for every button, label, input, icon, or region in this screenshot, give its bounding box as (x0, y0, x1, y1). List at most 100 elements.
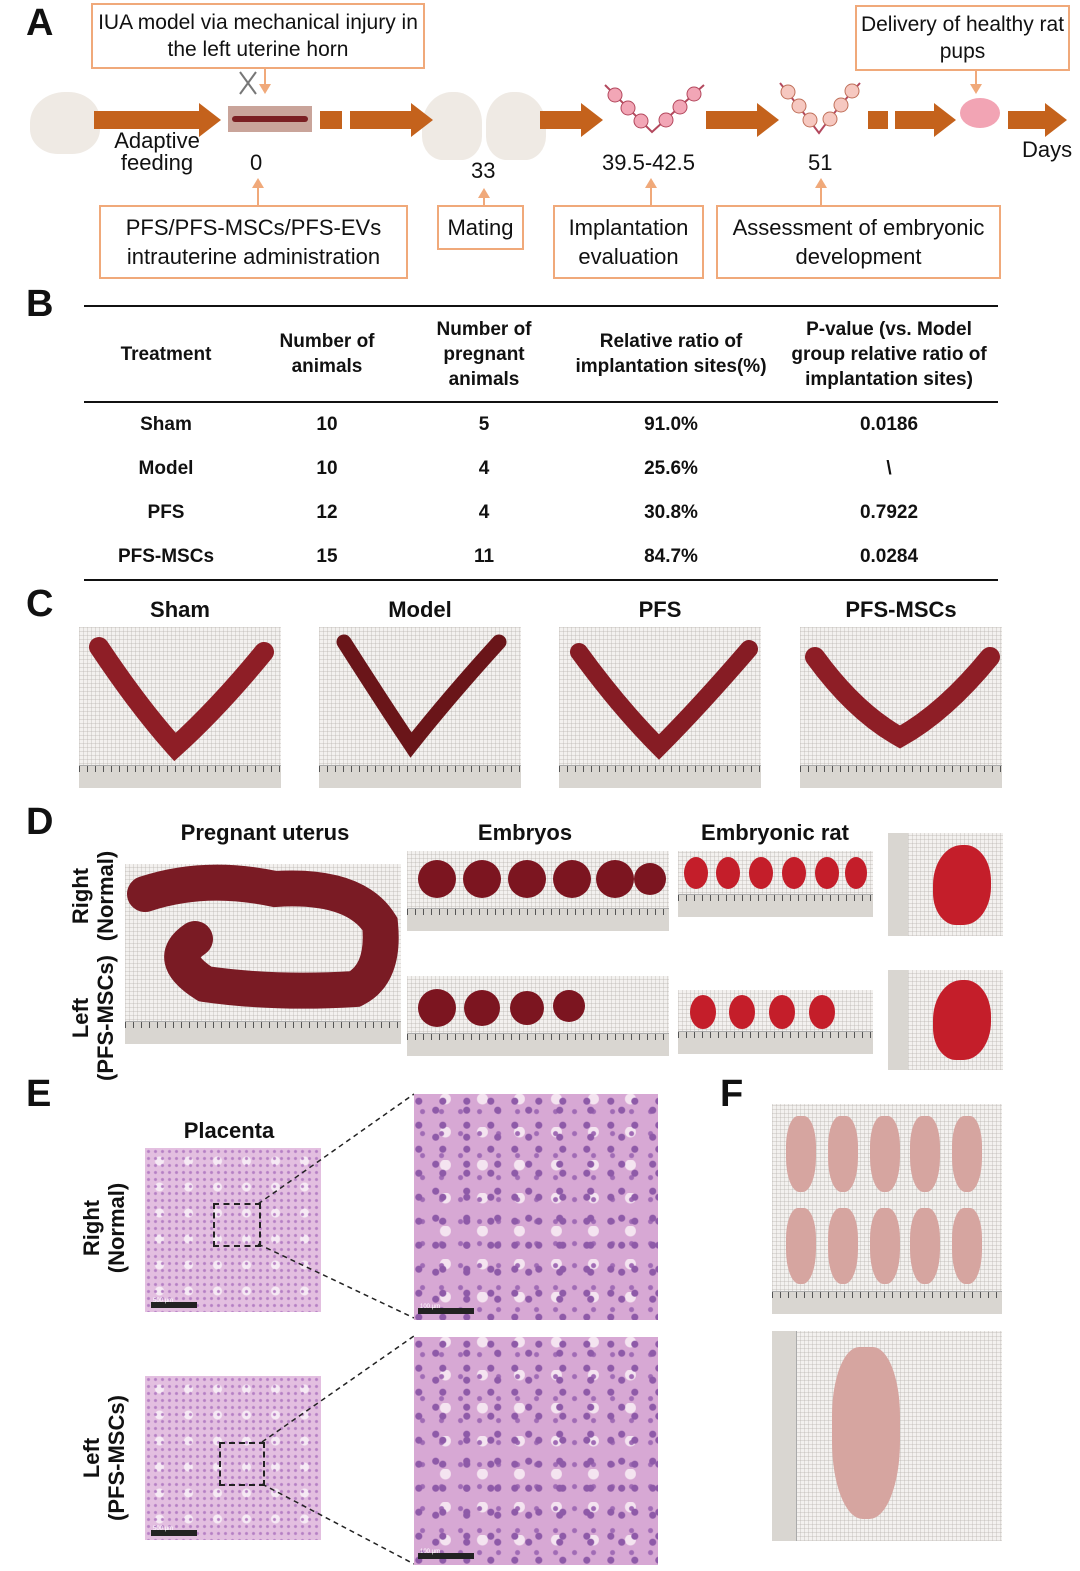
rat-pups-group-photo (772, 1104, 1002, 1314)
rat-icon (486, 92, 546, 160)
adaptive-feeding-label: Adaptive feeding (114, 128, 200, 175)
row-label-left: Left (68, 997, 93, 1039)
panel-label-a: A (26, 2, 54, 44)
table-cell: 0.0186 (859, 414, 919, 435)
uterus-implant-icon (604, 84, 705, 134)
panel-label-e: E (26, 1073, 52, 1115)
timeline-arrow (350, 111, 412, 129)
col-pvalue: P-value (vs. Model group relative ratio … (780, 305, 998, 403)
timeline-arrow (1008, 111, 1046, 129)
e-row-left: Left (79, 1437, 104, 1479)
caption-embryos: Embryos (477, 820, 573, 845)
table-row: PFS 12 4 30.8% 0.7922 (84, 491, 998, 535)
down-arrow-icon (259, 84, 271, 94)
day-0-label: 0 (250, 150, 263, 175)
e-row-label-left: Left (PFS-MSCs) (79, 1383, 135, 1533)
rat-pup-icon (960, 98, 1000, 128)
delivery-box: Delivery of healthy rat pups (855, 5, 1070, 71)
arrow-head-icon (581, 103, 603, 137)
implantation-box: Implantation evaluation (553, 205, 704, 279)
table-cell: \ (886, 458, 892, 479)
arrow-head-icon (199, 103, 221, 137)
placenta-lowmag-right: 500 µm (145, 1148, 321, 1312)
table-cell: Model (138, 458, 194, 479)
scale-bar (418, 1308, 474, 1314)
uterus-photo-pfs (559, 627, 761, 788)
table-cell: 5 (478, 414, 490, 435)
uterus-photo-sham (79, 627, 281, 788)
connector-line (483, 197, 485, 207)
arrow-head-icon (411, 103, 433, 137)
up-arrow-icon (815, 178, 827, 188)
e-row-left-sub: (PFS-MSCs) (104, 1395, 129, 1521)
rat-pup (832, 1347, 900, 1519)
table-cell: PFS-MSCs (84, 535, 248, 581)
timeline-arrow (540, 111, 582, 129)
connector-line (975, 71, 977, 85)
row-label-left-sub: (PFS-MSCs) (93, 955, 118, 1081)
day-33-label: 33 (471, 158, 496, 183)
scale-label: 100 µm (420, 1304, 441, 1310)
col-animals: Number of animals (248, 305, 406, 403)
embryonic-rat-closeup-right (888, 833, 1003, 936)
caption-pregnant-uterus: Pregnant uterus (180, 820, 350, 845)
days-axis-label: Days (1022, 137, 1073, 162)
arrow-head-icon (934, 103, 956, 137)
zoom-region-box (213, 1203, 261, 1247)
rat-pup (952, 1208, 982, 1284)
timeline-arrow (94, 111, 200, 129)
e-row-right: Right (79, 1199, 104, 1257)
table-cell: 25.6% (644, 458, 698, 479)
mating-box: Mating (437, 205, 524, 250)
uterus-photo-model (319, 627, 521, 788)
up-arrow-icon (478, 188, 490, 198)
col-pregnant: Number of pregnant animals (406, 305, 562, 403)
table-row: Model 10 4 25.6% \ (84, 447, 998, 491)
timeline-arrow-dash (320, 111, 342, 129)
panel-label-d: D (26, 801, 54, 843)
rat-pup (828, 1116, 858, 1192)
uterus-embryo-icon (779, 82, 861, 135)
zoom-region-box (219, 1442, 265, 1486)
timeline-arrow (895, 111, 935, 129)
rat-pup-single-photo (772, 1331, 1002, 1541)
table-cell: PFS (147, 502, 185, 523)
rat-pup (786, 1208, 816, 1284)
assessment-box: Assessment of embryonic development (716, 205, 1001, 279)
scale-label: 500 µm (153, 1526, 174, 1532)
up-arrow-icon (252, 178, 264, 188)
administration-box: PFS/PFS-MSCs/PFS-EVs intrauterine admini… (99, 205, 408, 279)
timeline-arrow-dash (868, 111, 888, 129)
day-implant-label: 39.5-42.5 (602, 150, 695, 175)
arrow-head-icon (757, 103, 779, 137)
table-row: Sham 10 5 91.0% 0.0186 (84, 402, 998, 447)
timeline-arrow (706, 111, 758, 129)
caption-model: Model (388, 597, 452, 622)
caption-pfs: PFS (638, 597, 682, 622)
rat-pup (828, 1208, 858, 1284)
scale-bar (151, 1530, 197, 1536)
embryonic-rat-closeup-left (888, 970, 1003, 1070)
connector-line (257, 188, 259, 206)
scissors-icon (239, 71, 257, 95)
rat-icon (30, 92, 100, 154)
rat-pup (870, 1208, 900, 1284)
embryos-left-photo (407, 976, 669, 1056)
table-cell: 0.0284 (780, 535, 998, 581)
panel-label-b: B (26, 283, 54, 325)
embryonic-rats-left-photo (678, 990, 873, 1054)
row-label-left-pfs: Left (PFS-MSCs) (68, 938, 124, 1098)
table-cell: 0.7922 (859, 502, 919, 523)
up-arrow-icon (645, 178, 657, 188)
table-row: PFS-MSCs 15 11 84.7% 0.0284 (84, 535, 998, 581)
table-cell: 10 (316, 414, 338, 435)
table-cell: 12 (316, 502, 338, 523)
rat-pup (786, 1116, 816, 1192)
placenta-lowmag-left: 500 µm (145, 1376, 321, 1540)
rat-pup (910, 1116, 940, 1192)
rat-pup (952, 1116, 982, 1192)
caption-placenta: Placenta (183, 1118, 275, 1143)
embryos-right-photo (407, 851, 669, 931)
day-51-label: 51 (808, 150, 833, 175)
scale-label: 500 µm (153, 1298, 174, 1304)
